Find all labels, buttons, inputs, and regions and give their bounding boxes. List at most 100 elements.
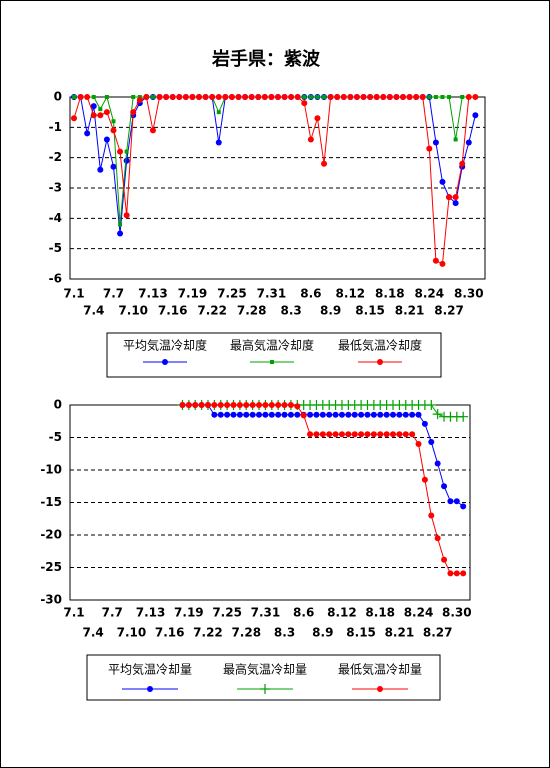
marker — [427, 95, 432, 99]
marker — [110, 163, 117, 170]
marker — [421, 476, 428, 483]
marker — [224, 411, 231, 418]
marker — [179, 402, 186, 408]
x-tick-label: 7.22 — [197, 304, 227, 318]
marker — [176, 94, 183, 100]
marker — [390, 431, 396, 438]
x-tick-label: 7.22 — [193, 626, 223, 640]
marker — [185, 402, 192, 408]
marker — [97, 166, 104, 173]
marker — [447, 95, 452, 99]
marker — [439, 178, 446, 185]
marker — [432, 257, 439, 264]
marker — [288, 94, 295, 100]
marker — [409, 431, 416, 438]
marker — [98, 107, 103, 112]
marker — [307, 411, 314, 418]
marker — [415, 441, 422, 447]
marker — [274, 94, 281, 100]
marker — [370, 411, 377, 418]
marker — [383, 431, 390, 438]
y-tick-label: -6 — [49, 272, 62, 286]
marker — [459, 160, 466, 167]
y-tick-label: -5 — [49, 430, 62, 444]
x-tick-label: 8.18 — [375, 287, 405, 301]
marker — [307, 431, 314, 438]
marker — [434, 535, 441, 542]
marker — [243, 411, 250, 418]
marker — [415, 411, 422, 418]
marker — [103, 136, 110, 143]
marker — [243, 402, 250, 408]
marker — [301, 100, 308, 107]
marker — [97, 112, 104, 119]
marker — [390, 411, 396, 418]
x-tick-label: 7.7 — [102, 606, 123, 620]
x-tick-label: 8.6 — [293, 606, 314, 620]
marker — [211, 411, 218, 418]
marker — [196, 94, 203, 100]
x-tick-label: 7.1 — [63, 287, 84, 301]
x-tick-label: 8.3 — [274, 626, 295, 640]
marker — [211, 402, 218, 408]
marker — [313, 431, 320, 438]
marker — [118, 222, 123, 227]
marker — [441, 556, 448, 563]
marker — [472, 94, 479, 100]
x-tick-label: 8.9 — [320, 304, 341, 318]
x-tick-label: 8.6 — [300, 287, 321, 301]
x-tick-label: 7.28 — [231, 626, 261, 640]
marker — [262, 402, 269, 408]
marker — [268, 411, 275, 418]
marker — [192, 402, 199, 408]
marker — [465, 94, 472, 100]
marker — [262, 411, 269, 418]
marker — [307, 136, 314, 143]
marker — [409, 411, 416, 418]
marker — [367, 94, 374, 100]
marker — [340, 94, 347, 100]
marker — [319, 411, 326, 418]
marker — [319, 431, 326, 438]
marker — [217, 411, 224, 418]
marker — [103, 109, 110, 116]
marker — [326, 431, 333, 438]
marker — [215, 94, 222, 100]
marker — [421, 420, 428, 427]
marker — [242, 94, 249, 100]
marker — [123, 212, 130, 219]
y-tick-label: -2 — [49, 150, 62, 164]
x-tick-label: 7.4 — [83, 304, 104, 318]
marker — [364, 431, 371, 438]
marker — [347, 94, 354, 100]
marker — [217, 402, 224, 408]
marker — [432, 409, 443, 420]
legend-marker — [377, 359, 383, 365]
marker — [249, 411, 256, 418]
y-tick-label: -15 — [40, 495, 62, 509]
marker — [156, 94, 163, 100]
marker — [90, 112, 97, 119]
marker — [400, 94, 406, 100]
marker — [322, 95, 327, 99]
marker — [236, 411, 243, 418]
x-tick-label: 7.31 — [257, 287, 287, 301]
marker — [90, 103, 97, 110]
marker — [294, 403, 301, 410]
marker — [338, 411, 345, 418]
marker — [268, 94, 275, 100]
y-tick-label: -4 — [49, 211, 62, 225]
marker — [453, 137, 458, 142]
marker — [294, 94, 301, 100]
marker — [143, 94, 150, 100]
marker — [419, 94, 426, 100]
y-tick-label: 0 — [54, 398, 62, 412]
x-tick-label: 7.10 — [117, 626, 147, 640]
marker — [472, 112, 479, 119]
y-tick-label: 0 — [54, 90, 62, 104]
marker — [428, 512, 435, 519]
series-line — [182, 404, 464, 574]
marker — [432, 139, 439, 146]
marker — [434, 460, 441, 467]
marker — [465, 139, 472, 146]
